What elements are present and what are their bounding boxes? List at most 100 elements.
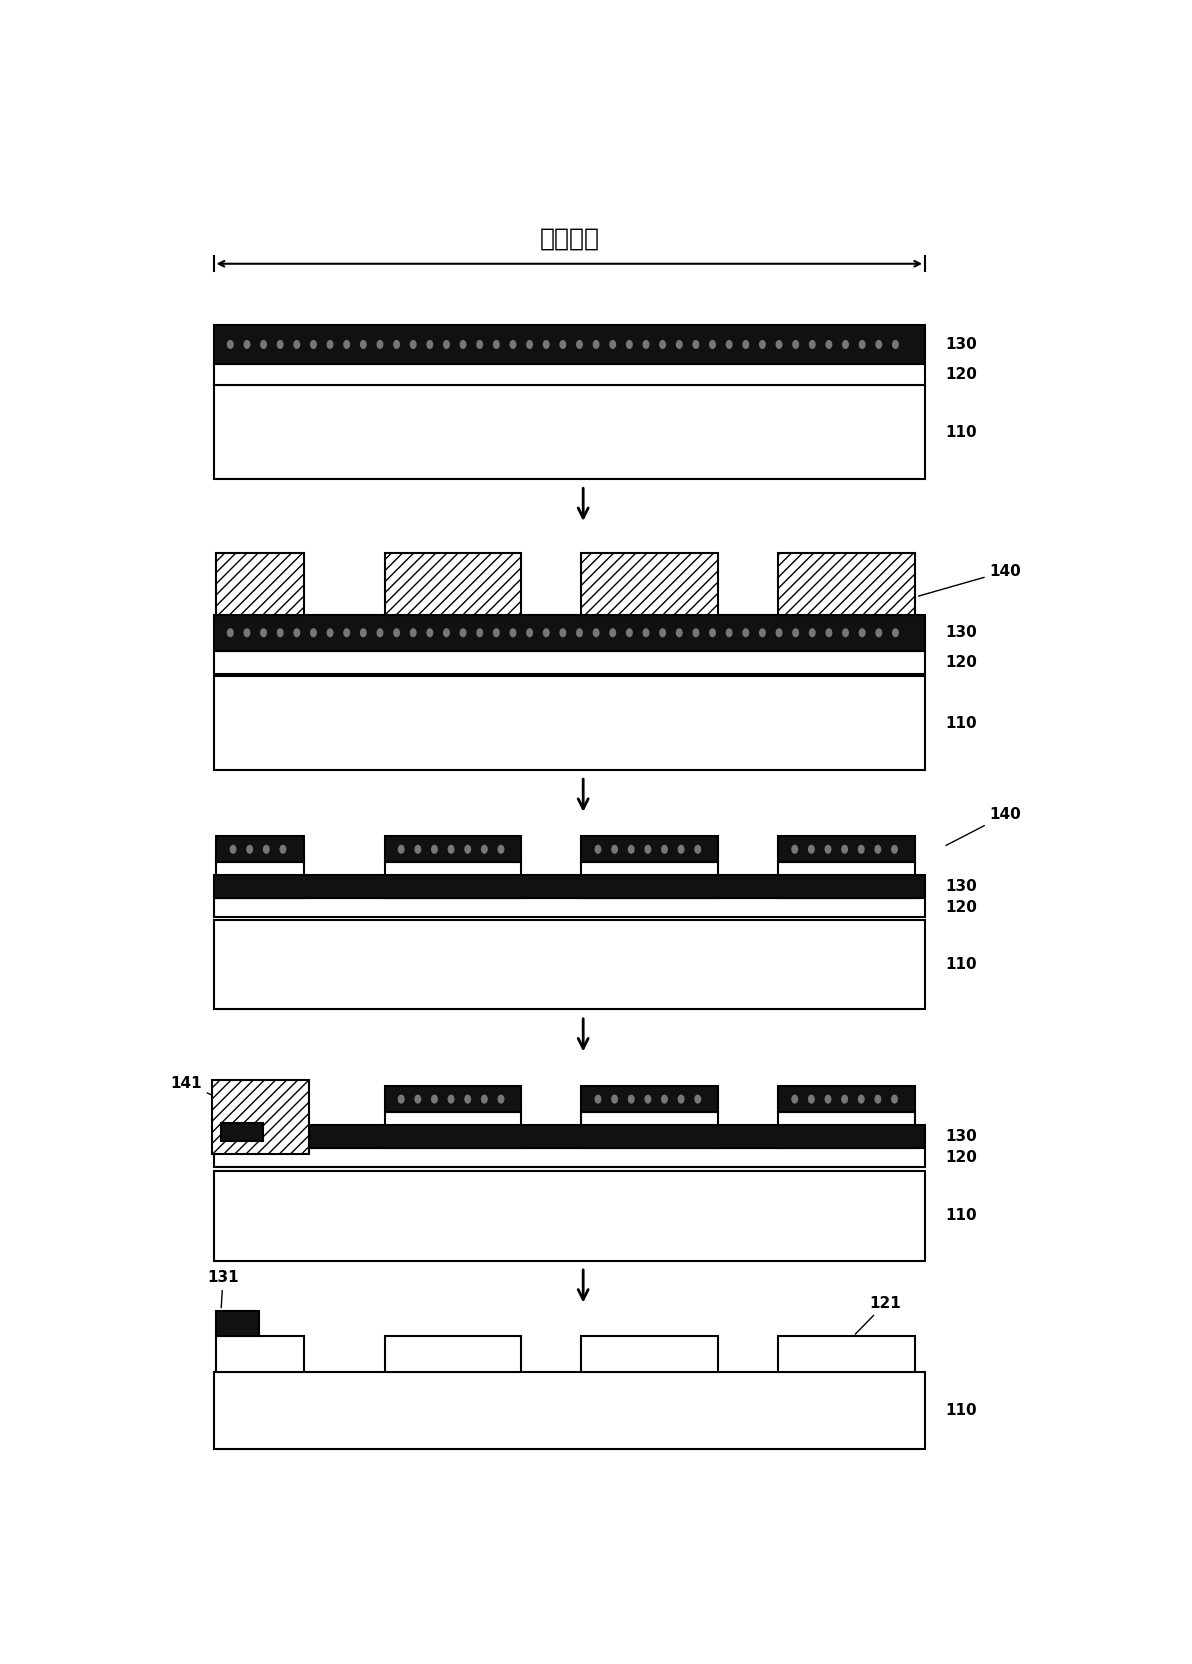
Circle shape	[477, 341, 483, 348]
Bar	[213, 899, 925, 917]
Text: 130: 130	[945, 338, 977, 353]
Circle shape	[230, 845, 236, 854]
Circle shape	[465, 845, 471, 854]
Circle shape	[261, 341, 266, 348]
Bar	[778, 1112, 914, 1148]
Circle shape	[595, 1095, 601, 1103]
Text: 130: 130	[945, 626, 977, 641]
Circle shape	[693, 341, 699, 348]
Circle shape	[427, 629, 433, 637]
Circle shape	[544, 629, 550, 637]
Text: 110: 110	[945, 957, 977, 972]
Text: 131: 131	[207, 1270, 238, 1308]
Circle shape	[610, 341, 615, 348]
Circle shape	[460, 629, 466, 637]
Circle shape	[776, 629, 782, 637]
Text: 121: 121	[855, 1296, 901, 1335]
Circle shape	[892, 1095, 898, 1103]
Circle shape	[808, 845, 814, 854]
Circle shape	[432, 845, 437, 854]
Bar	[213, 1125, 925, 1148]
Circle shape	[695, 1095, 701, 1103]
Circle shape	[859, 341, 865, 348]
Circle shape	[261, 629, 266, 637]
Circle shape	[892, 845, 898, 854]
Bar	[213, 651, 925, 674]
Circle shape	[660, 629, 665, 637]
Circle shape	[278, 341, 283, 348]
Circle shape	[398, 845, 404, 854]
Circle shape	[875, 845, 881, 854]
Bar	[213, 676, 925, 770]
Circle shape	[876, 629, 882, 637]
Circle shape	[743, 341, 749, 348]
Circle shape	[544, 341, 550, 348]
Circle shape	[662, 845, 668, 854]
Circle shape	[415, 1095, 421, 1103]
Circle shape	[311, 629, 316, 637]
Circle shape	[393, 341, 399, 348]
Circle shape	[311, 341, 316, 348]
Bar	[217, 837, 304, 862]
Circle shape	[808, 1095, 814, 1103]
Circle shape	[627, 341, 632, 348]
Bar	[778, 554, 914, 614]
Circle shape	[842, 1095, 848, 1103]
Circle shape	[660, 341, 665, 348]
Bar	[778, 862, 914, 899]
Circle shape	[328, 629, 333, 637]
Circle shape	[594, 341, 598, 348]
Circle shape	[893, 629, 899, 637]
Circle shape	[678, 1095, 684, 1103]
Circle shape	[527, 341, 533, 348]
Bar	[582, 1112, 718, 1148]
Circle shape	[393, 629, 399, 637]
Circle shape	[695, 845, 701, 854]
Circle shape	[360, 341, 366, 348]
Bar	[385, 554, 521, 614]
Circle shape	[791, 1095, 797, 1103]
Text: 140: 140	[946, 807, 1022, 845]
Circle shape	[677, 341, 682, 348]
Circle shape	[842, 845, 848, 854]
Circle shape	[793, 341, 799, 348]
Bar	[582, 1087, 718, 1112]
Circle shape	[527, 629, 533, 637]
Circle shape	[247, 845, 253, 854]
Circle shape	[493, 341, 499, 348]
Circle shape	[791, 845, 797, 854]
Bar	[217, 554, 304, 614]
Text: 141: 141	[170, 1077, 228, 1102]
Text: 110: 110	[945, 424, 977, 439]
Circle shape	[645, 1095, 651, 1103]
Circle shape	[410, 629, 416, 637]
Bar	[385, 837, 521, 862]
Circle shape	[662, 1095, 668, 1103]
Circle shape	[611, 1095, 617, 1103]
Circle shape	[560, 629, 566, 637]
Circle shape	[465, 1095, 471, 1103]
Circle shape	[645, 845, 651, 854]
Circle shape	[344, 629, 349, 637]
Bar	[217, 1336, 304, 1373]
Circle shape	[294, 341, 299, 348]
Circle shape	[858, 1095, 864, 1103]
Circle shape	[228, 629, 234, 637]
Circle shape	[410, 341, 416, 348]
Bar	[385, 1112, 521, 1148]
Circle shape	[644, 629, 648, 637]
Circle shape	[280, 845, 286, 854]
Circle shape	[448, 845, 454, 854]
Text: 110: 110	[945, 1208, 977, 1223]
Circle shape	[610, 629, 615, 637]
Bar	[385, 862, 521, 899]
Circle shape	[493, 629, 499, 637]
Circle shape	[263, 845, 269, 854]
Circle shape	[244, 341, 249, 348]
Circle shape	[678, 845, 684, 854]
Circle shape	[415, 845, 421, 854]
Bar	[213, 1148, 925, 1166]
Circle shape	[510, 341, 516, 348]
Circle shape	[709, 629, 715, 637]
Circle shape	[627, 629, 632, 637]
